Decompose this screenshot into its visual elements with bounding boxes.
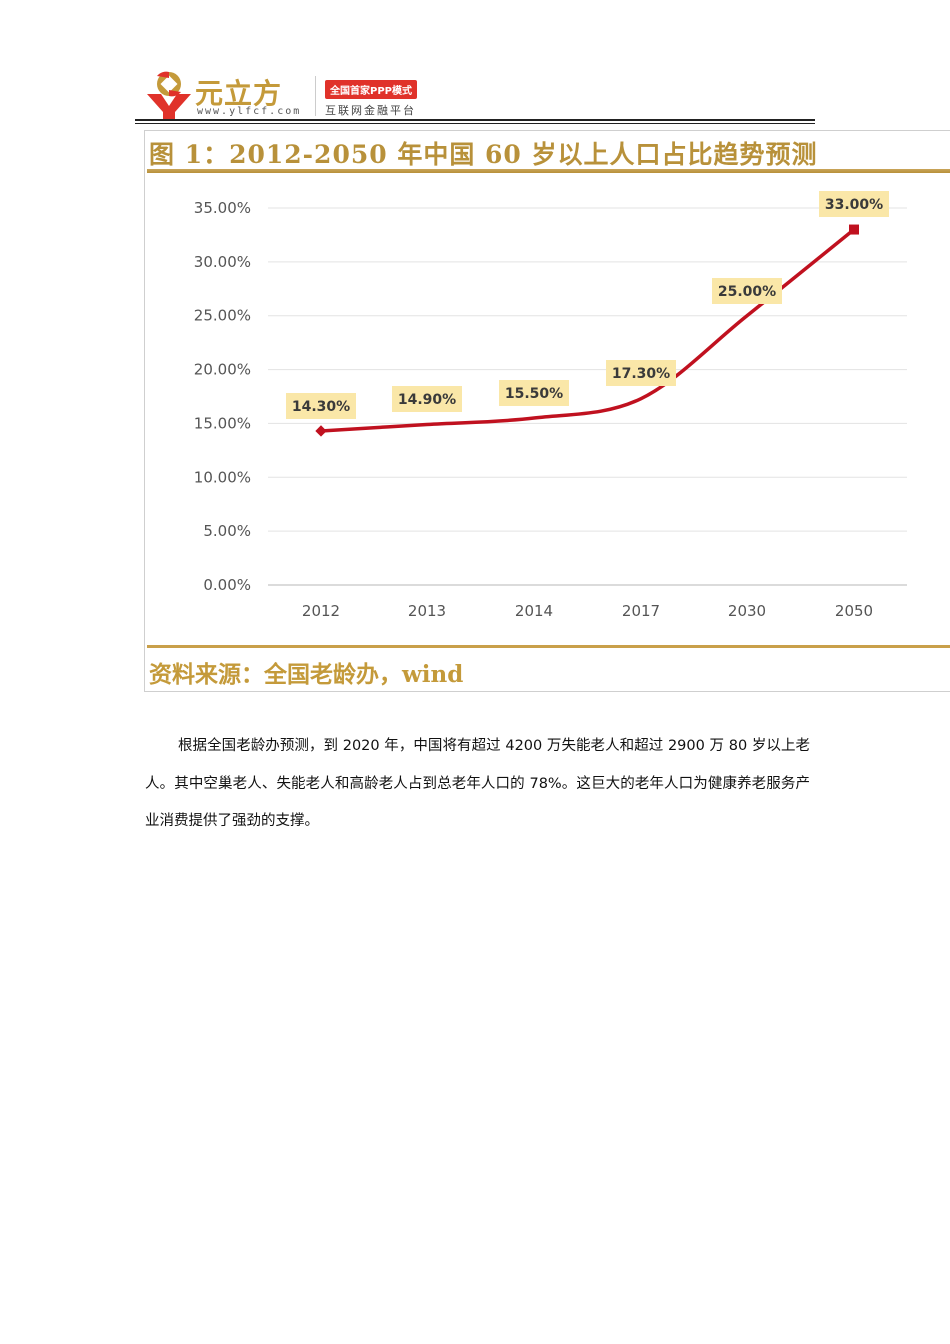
y-tick-label: 20.00% (194, 361, 251, 379)
x-tick-label: 2030 (728, 602, 766, 620)
data-label-box (392, 386, 462, 412)
source-divider (147, 645, 950, 648)
logo-url: www.ylfcf.com (197, 106, 302, 117)
x-tick-label: 2012 (302, 602, 340, 620)
data-label: 33.00% (825, 197, 883, 213)
data-label-box (819, 191, 889, 217)
marker-end (849, 224, 859, 235)
x-tick-label: 2017 (622, 602, 660, 620)
body-paragraph: 根据全国老龄办预测，到 2020 年，中国将有超过 4200 万失能老人和超过 … (145, 738, 810, 829)
data-label: 15.50% (505, 386, 563, 402)
y-tick-label: 35.00% (194, 199, 251, 217)
title-underline (147, 169, 950, 173)
data-label-box (606, 360, 676, 386)
y-tick-label: 5.00% (203, 522, 251, 540)
y-tick-label: 30.00% (194, 253, 251, 271)
header-rule (135, 119, 815, 121)
data-label-box (499, 380, 569, 406)
ylfcf-logo-icon (147, 71, 191, 120)
x-tick-label: 2013 (408, 602, 446, 620)
data-label: 17.30% (612, 366, 670, 382)
x-tick-label: 2050 (835, 602, 873, 620)
y-tick-label: 0.00% (203, 576, 251, 594)
y-tick-label: 10.00% (194, 468, 251, 486)
page-header: 元立方 www.ylfcf.com 全国首家PPP模式 互联网金融平台 (145, 68, 825, 120)
marker-start (315, 425, 327, 437)
slogan: 互联网金融平台 (325, 104, 416, 117)
data-label: 25.00% (718, 284, 776, 300)
header-rule-thin (135, 123, 815, 124)
data-label: 14.30% (292, 399, 350, 415)
ppp-badge: 全国首家PPP模式 (325, 80, 417, 99)
figure-1: 图 1：2012-2050 年中国 60 岁以上人口占比趋势预测 0.00% 5.… (144, 130, 950, 692)
line-chart: 0.00% 5.00% 10.00% 15.00% 20.00% 25.00% 30.00%… (194, 191, 907, 620)
y-tick-label: 15.00% (194, 414, 251, 432)
x-tick-label: 2014 (515, 602, 553, 620)
data-label-box (712, 278, 782, 304)
logo-name: 元立方 (195, 77, 283, 110)
data-label: 14.90% (398, 392, 456, 408)
header-divider (315, 76, 316, 116)
figure-source: 资料来源：全国老龄办，wind (149, 661, 464, 688)
y-tick-label: 25.00% (194, 307, 251, 325)
data-label-box (286, 393, 356, 419)
figure-title: 图 1：2012-2050 年中国 60 岁以上人口占比趋势预测 (149, 140, 818, 169)
